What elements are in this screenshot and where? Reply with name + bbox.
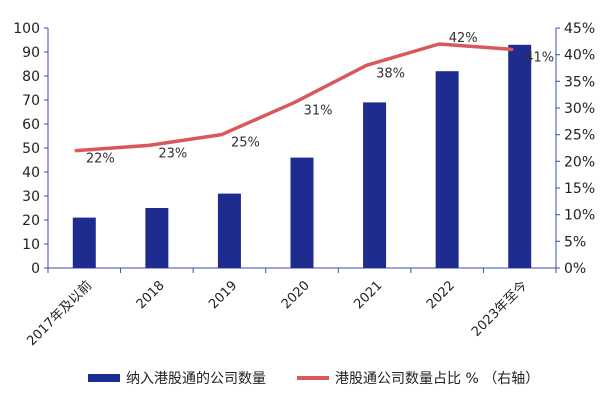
bar [290,157,314,268]
y-right-tick-label: 30% [564,101,595,117]
y-left-tick-label: 10 [22,237,40,253]
y-left-tick-label: 30 [22,189,40,205]
y-right-tick-label: 10% [564,208,595,224]
bar [508,44,532,268]
x-tick-label: 2017年及以前 [24,278,95,349]
y-right-tick-label: 35% [564,74,595,90]
legend-bar-swatch [88,374,120,382]
x-tick-label: 2018 [134,278,168,312]
y-left-tick-label: 100 [13,21,40,37]
bar [435,71,459,268]
line-data-label: 38% [376,66,405,81]
y-left-tick-label: 0 [31,261,40,277]
x-tick-label: 2022 [424,278,458,312]
line-data-label: 23% [158,146,187,161]
line-data-label: 31% [304,104,333,119]
x-tick-label: 2023年至今 [468,278,530,340]
line-data-label: 41% [525,50,554,65]
y-right-tick-label: 15% [564,181,595,197]
bar [363,102,387,269]
x-tick-label: 2021 [351,278,385,312]
line-data-label: 22% [86,152,115,167]
legend-bar-label: 纳入港股通的公司数量 [126,371,266,387]
legend-line-label: 港股通公司数量占比 % （右轴） [335,371,539,387]
y-left-tick-label: 90 [22,45,40,61]
line-series-path [74,42,514,153]
y-right-tick-label: 45% [564,21,595,37]
y-right-tick-label: 0% [564,261,586,277]
y-left-tick-label: 60 [22,117,40,133]
bar-series [72,44,532,269]
x-tick-label: 2020 [279,278,313,312]
line-data-label: 25% [231,136,260,151]
legend-line-swatch [297,376,329,380]
bar [72,217,96,268]
y-left-tick-label: 70 [22,93,40,109]
y-right-tick-label: 40% [564,48,595,64]
y-left-tick-label: 80 [22,69,40,85]
bar [145,208,169,268]
y-left-tick-label: 50 [22,141,40,157]
y-right-tick-label: 25% [564,128,595,144]
data-labels: 22% 23% 25% 31% 38% 42% 41% [86,31,554,167]
y-right-tick-label: 20% [564,154,595,170]
y-right-tick-label: 5% [564,234,586,250]
line-data-label: 42% [449,31,478,46]
x-tick-label: 2019 [206,278,240,312]
x-tick-labels: 2017年及以前 2018 2019 2020 2021 2022 2023年至今 [24,278,531,349]
axes: 0 10 20 30 40 50 60 70 80 90 100 0% 5% 10% 15% 20% 25% 30… [13,21,595,277]
legend: 纳入港股通的公司数量 港股通公司数量占比 % （右轴） [88,371,539,387]
y-left-tick-label: 20 [22,213,40,229]
line-series [74,42,514,153]
y-left-tick-label: 40 [22,165,40,181]
bar [217,193,241,268]
